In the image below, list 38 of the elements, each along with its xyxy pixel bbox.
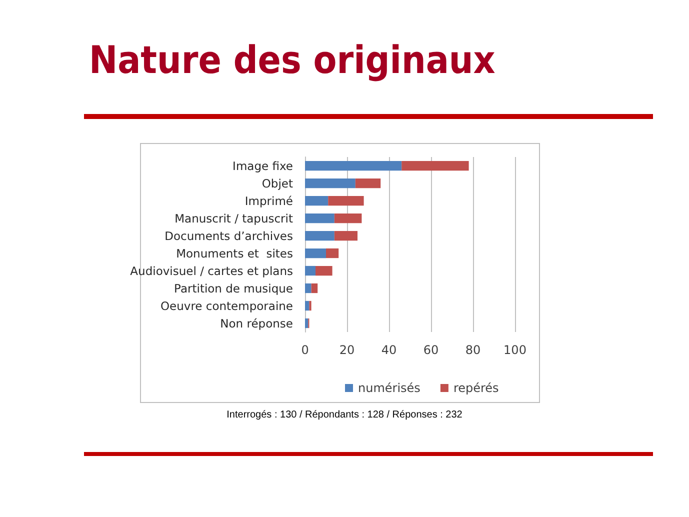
chart-title: Nature des originaux (89, 38, 496, 82)
bar (328, 196, 364, 206)
y-tick-label: Monuments et sites (176, 246, 293, 260)
x-tick-label: 40 (381, 343, 397, 357)
bar (305, 178, 356, 188)
x-tick-label: 100 (504, 343, 526, 357)
legend-label: numérisés (358, 381, 420, 395)
bar (402, 160, 469, 171)
y-tick-label: Documents d’archives (164, 228, 293, 243)
bar (305, 300, 310, 311)
bar (305, 230, 334, 241)
y-tick-label: Manuscrit / tapuscrit (174, 211, 294, 226)
x-tick-label: 80 (465, 343, 481, 357)
y-tick-label: Image fixe (232, 158, 293, 173)
bar (305, 196, 328, 206)
x-tick-label: 20 (339, 343, 355, 357)
bar (326, 248, 339, 258)
bar (305, 283, 312, 294)
bar (305, 160, 402, 171)
y-tick-label: Partition de musique (174, 281, 293, 296)
y-tick-label: Audiovisuel / cartes et plans (130, 264, 293, 278)
bar (305, 213, 334, 224)
bar (311, 283, 318, 294)
bar (355, 178, 381, 188)
y-tick-label: Oeuvre contemporaine (160, 298, 293, 313)
y-tick-label: Non réponse (220, 316, 293, 330)
bar (305, 266, 316, 276)
bar (305, 318, 308, 328)
bar (334, 213, 362, 224)
y-tick-label: Objet (262, 176, 294, 190)
x-tick-label: 0 (301, 343, 309, 357)
bar (305, 248, 326, 258)
bar (334, 230, 358, 241)
legend-label: repérés (453, 381, 499, 395)
y-tick-label: Imprimé (244, 194, 293, 208)
x-tick-label: 60 (423, 343, 439, 357)
bar (316, 266, 332, 276)
text: Interrogés : 130 / Répondants : 128 / Réponses : 232 (226, 410, 463, 420)
